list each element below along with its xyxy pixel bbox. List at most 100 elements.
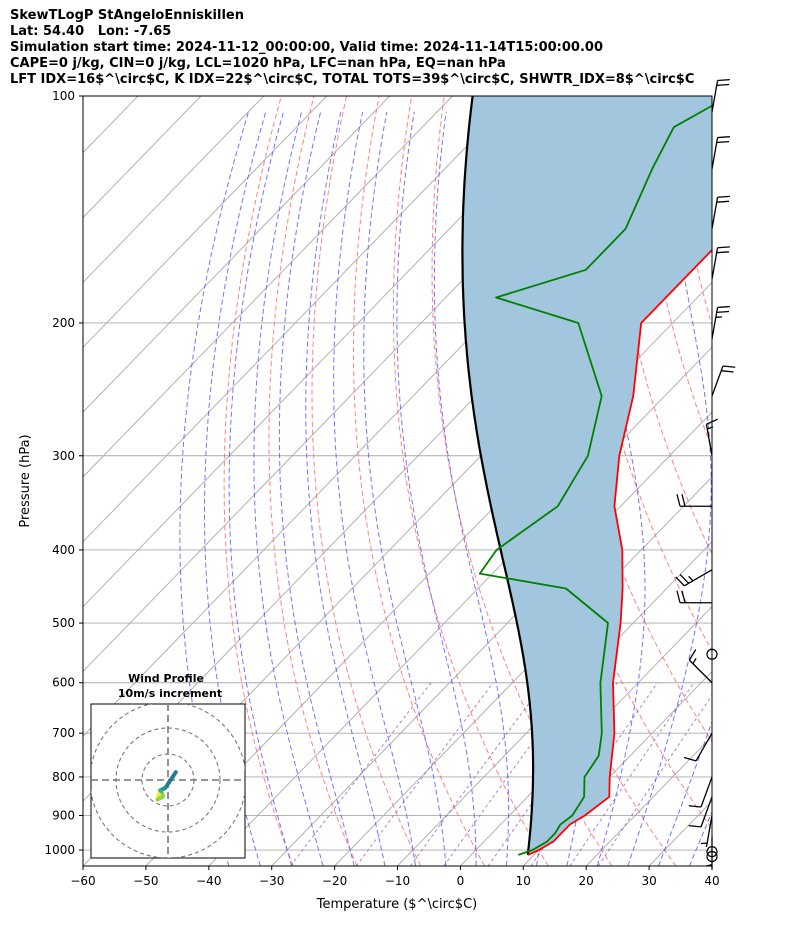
mixing-ratio-line [290,682,432,866]
x-tick-label: −10 [385,874,410,888]
barb-flag [717,136,730,139]
barb-flag [721,370,734,373]
barb-half-flag [692,658,697,664]
dry-adiabat-line [353,96,485,866]
mixing-ratio-line [569,682,695,866]
x-tick-label: 20 [579,874,594,888]
y-tick-label: 900 [52,809,75,823]
barb-flag [688,824,702,828]
wind-barb [711,136,730,170]
y-tick-label: 800 [52,770,75,784]
barb-flag [676,590,681,603]
y-tick-label: 200 [52,316,75,330]
moist-adiabat-line [204,111,267,866]
location-line: Lat: 54.40 Lon: -7.65 [10,24,172,39]
barb-shaft [711,80,719,113]
isotherm-line [83,96,579,608]
barb-shaft [711,247,719,280]
barb-flag [722,365,736,368]
barb-flag [681,590,686,603]
barb-shaft [705,424,713,456]
hodograph-trace-segment [155,794,165,802]
x-tick-label: −60 [70,874,95,888]
time-line: Simulation start time: 2024-11-12_00:00:… [10,40,603,55]
moist-adiabat-line [305,111,386,866]
chart-header: SkewTLogP StAngeloEnniskillen Lat: 54.40… [10,8,694,88]
sounding-profiles [461,96,712,856]
mixing-ratio-line [409,682,545,866]
isotherm-line [83,96,390,413]
x-axis-ticks: −60 −50 −40 −30 −20 −10 0 10 20 30 40 [70,866,720,888]
isotherm-line [271,411,712,866]
barb-flag [679,573,690,584]
barb-flag [676,494,681,507]
barb-flag [683,756,697,762]
wind-barb [700,815,713,848]
isotherm-line [522,670,712,866]
barb-flag [716,140,730,144]
moist-adiabat-line [179,111,249,866]
wind-barb [683,732,713,762]
wind-barb [675,569,713,587]
y-axis-label: Pressure (hPa) [18,434,33,527]
y-tick-label: 600 [52,676,75,690]
moist-adiabat-line [363,111,447,866]
barb-shaft [711,197,719,229]
dry-adiabat-line [223,96,294,866]
wind-barb [676,494,712,507]
x-tick-label: −30 [259,874,284,888]
barb-shaft [711,365,724,397]
dry-adiabat-line [704,96,712,159]
barb-flag [717,246,730,249]
x-tick-label: 10 [516,874,531,888]
x-tick-label: 40 [704,874,719,888]
y-tick-label: 1000 [44,843,75,857]
barb-shaft [705,815,713,848]
isotherm-line [585,735,712,866]
wind-barb [688,649,713,684]
isotherm-line [83,96,516,543]
x-tick-label: −50 [133,874,158,888]
wind-barb [676,590,712,604]
isotherm-line [397,541,712,866]
wind-barb [711,195,730,229]
x-tick-label: 30 [641,874,656,888]
isotherm-line [711,865,712,866]
isotherm-line [83,96,265,284]
isotherm-line [775,96,794,866]
temperature-profile-line [527,248,712,856]
barb-flag [716,251,730,254]
barb-flag [716,310,730,314]
barb-flag [688,805,702,808]
barb-flag [675,576,685,587]
isotherm-line [0,96,12,866]
y-tick-label: 700 [52,726,75,740]
barb-shaft [711,137,719,170]
moist-adiabat-line [333,111,416,866]
isotherm-line [83,96,328,348]
barb-flag [717,78,730,82]
mixing-ratio-line [597,694,712,866]
barb-shaft [700,796,713,828]
barb-flag [717,195,730,198]
mixing-ratio-line [355,682,494,866]
y-tick-label: 100 [52,89,75,103]
x-tick-label: −20 [322,874,347,888]
wind-barb [711,246,730,280]
y-tick-label: 500 [52,616,75,630]
moist-adiabat-line [278,111,355,866]
moist-adiabat-line [720,112,794,866]
wind-barb [688,796,713,828]
wind-barb [711,78,730,113]
index-line: LFT IDX=16$^\circ$C, K IDX=22$^\circ$C, … [10,72,695,87]
wind-barbs [675,78,736,869]
mixing-ratio-line [443,682,577,866]
hodograph-plot [91,704,245,858]
wind-barb [711,365,736,397]
dry-adiabat-line [639,96,712,450]
dry-adiabat-line [738,96,794,866]
barb-flag [688,649,697,661]
x-axis-label: Temperature ($^\circ$C) [316,897,477,912]
y-tick-label: 300 [52,449,75,463]
